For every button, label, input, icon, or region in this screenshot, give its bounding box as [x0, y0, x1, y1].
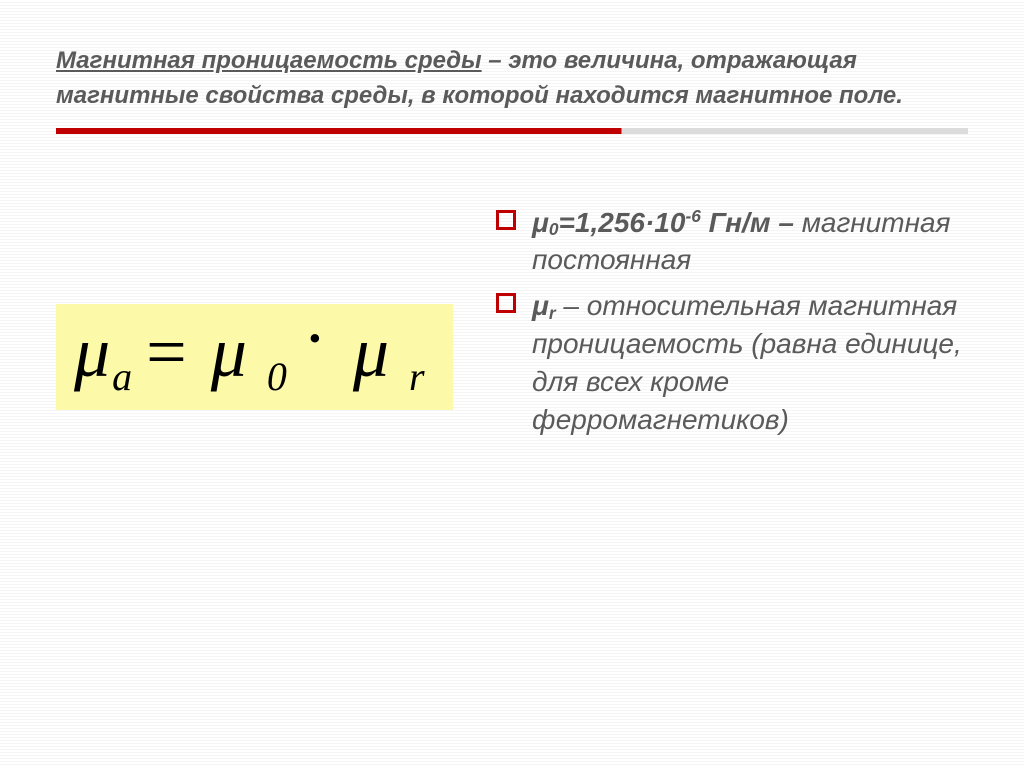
dot: ·	[303, 298, 327, 378]
mu-0: μ	[211, 312, 247, 392]
bullet-bold-1: μ0=1,256·10-6 Гн/м –	[532, 207, 802, 238]
bullet-text-2: μr – относительная магнитная проницаемос…	[532, 287, 968, 438]
formula-column: μа= μ 0· μ r	[56, 194, 496, 410]
formula-box: μа= μ 0· μ r	[56, 304, 453, 410]
bullet-marker-icon	[496, 210, 516, 230]
bullet-bold-2: μr	[532, 290, 556, 321]
sub-a: а	[112, 354, 132, 399]
content-row: μа= μ 0· μ r μ0=1,256·10-6 Гн/м – магнит…	[56, 194, 968, 447]
title-term: Магнитная проницаемость среды	[56, 47, 482, 74]
mu-a: μ	[74, 312, 110, 392]
divider-bar	[56, 128, 968, 134]
mu-r: μ	[353, 312, 389, 392]
slide-title: Магнитная проницаемость среды – это вели…	[56, 44, 968, 114]
sub-r: r	[409, 354, 425, 399]
equals: =	[146, 312, 187, 392]
bullet-marker-icon	[496, 293, 516, 313]
bullet-item: μ0=1,256·10-6 Гн/м – магнитная постоянна…	[496, 204, 968, 280]
sub-0: 0	[267, 354, 287, 399]
bullet-text-1: μ0=1,256·10-6 Гн/м – магнитная постоянна…	[532, 204, 968, 280]
bullet-rest-2: – относительная магнитная проницаемость …	[532, 290, 962, 434]
bullets-column: μ0=1,256·10-6 Гн/м – магнитная постоянна…	[496, 194, 968, 447]
bullet-item: μr – относительная магнитная проницаемос…	[496, 287, 968, 438]
